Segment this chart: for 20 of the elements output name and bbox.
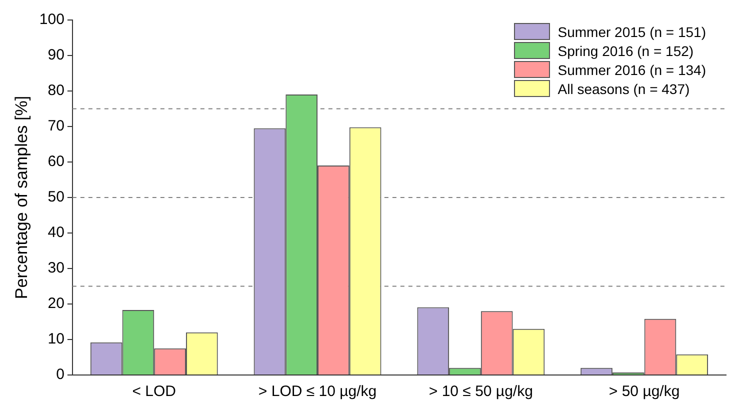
y-tick-label: 70	[48, 118, 64, 135]
y-tick-label: 10	[48, 330, 64, 348]
legend-label: Spring 2016 (n = 152)	[558, 42, 694, 58]
y-tick-label: 100	[39, 11, 64, 28]
y-tick-label: 80	[48, 82, 64, 100]
y-tick-label: 40	[48, 224, 64, 242]
y-tick-label: 20	[48, 295, 64, 312]
y-tick-label: 90	[48, 46, 64, 64]
legend-label: Summer 2016 (n = 134)	[558, 62, 706, 78]
y-tick-label: 0	[56, 366, 64, 384]
x-tick-label: < LOD	[132, 383, 176, 400]
y-axis-title: Percentage of samples [%]	[12, 96, 31, 300]
x-tick-label: > 50 µg/kg	[608, 383, 680, 400]
y-tick-label: 30	[48, 260, 64, 277]
y-tick-label: 50	[48, 188, 64, 206]
y-tick-label: 60	[48, 153, 64, 170]
legend-label: Summer 2015 (n = 151)	[558, 24, 706, 40]
x-tick-label: > LOD ≤ 10 µg/kg	[258, 383, 377, 400]
x-tick-label: > 10 ≤ 50 µg/kg	[428, 383, 533, 400]
legend-label: All seasons (n = 437)	[558, 80, 690, 96]
